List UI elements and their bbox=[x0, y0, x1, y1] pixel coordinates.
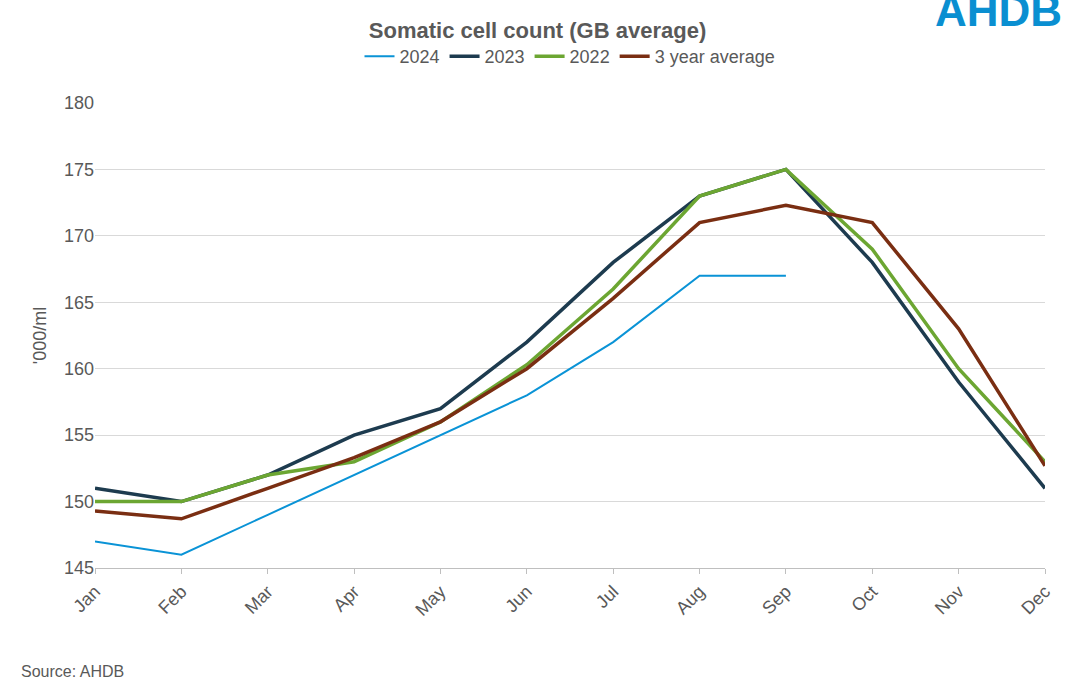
svg-text:Somatic cell count (GB average: Somatic cell count (GB average) bbox=[369, 18, 706, 43]
svg-text:Jun: Jun bbox=[501, 582, 536, 617]
svg-text:Sep: Sep bbox=[758, 582, 795, 619]
svg-text:Feb: Feb bbox=[154, 582, 190, 618]
svg-text:170: 170 bbox=[64, 226, 94, 246]
svg-text:165: 165 bbox=[64, 293, 94, 313]
svg-text:180: 180 bbox=[64, 93, 94, 113]
svg-text:3 year average: 3 year average bbox=[655, 47, 775, 67]
svg-text:Apr: Apr bbox=[329, 582, 363, 616]
svg-text:Source: AHDB: Source: AHDB bbox=[21, 663, 124, 680]
svg-text:175: 175 bbox=[64, 160, 94, 180]
svg-text:Jul: Jul bbox=[592, 582, 622, 612]
svg-text:Jan: Jan bbox=[70, 582, 105, 617]
svg-text:Nov: Nov bbox=[931, 582, 968, 619]
svg-text:Mar: Mar bbox=[241, 582, 277, 618]
svg-text:Oct: Oct bbox=[848, 582, 882, 616]
svg-text:2023: 2023 bbox=[485, 47, 525, 67]
svg-text:150: 150 bbox=[64, 492, 94, 512]
svg-text:2024: 2024 bbox=[400, 47, 440, 67]
svg-text:160: 160 bbox=[64, 359, 94, 379]
svg-text:'000/ml: '000/ml bbox=[30, 307, 50, 364]
svg-text:Aug: Aug bbox=[672, 582, 709, 619]
svg-text:AHDB: AHDB bbox=[935, 0, 1062, 35]
svg-text:145: 145 bbox=[64, 558, 94, 578]
svg-text:2022: 2022 bbox=[570, 47, 610, 67]
svg-text:155: 155 bbox=[64, 425, 94, 445]
svg-text:May: May bbox=[411, 582, 449, 620]
svg-text:Dec: Dec bbox=[1017, 582, 1054, 619]
